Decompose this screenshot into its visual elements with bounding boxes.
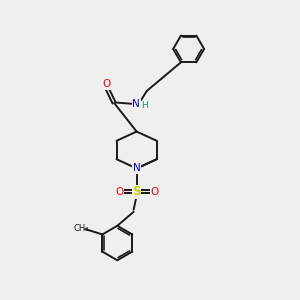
Text: S: S [132,185,141,198]
Text: O: O [103,80,111,89]
Text: O: O [150,187,158,196]
Text: O: O [115,187,123,196]
Text: H: H [141,101,148,110]
Text: CH₃: CH₃ [74,224,89,233]
Text: N: N [133,164,140,173]
Text: N: N [133,99,140,110]
